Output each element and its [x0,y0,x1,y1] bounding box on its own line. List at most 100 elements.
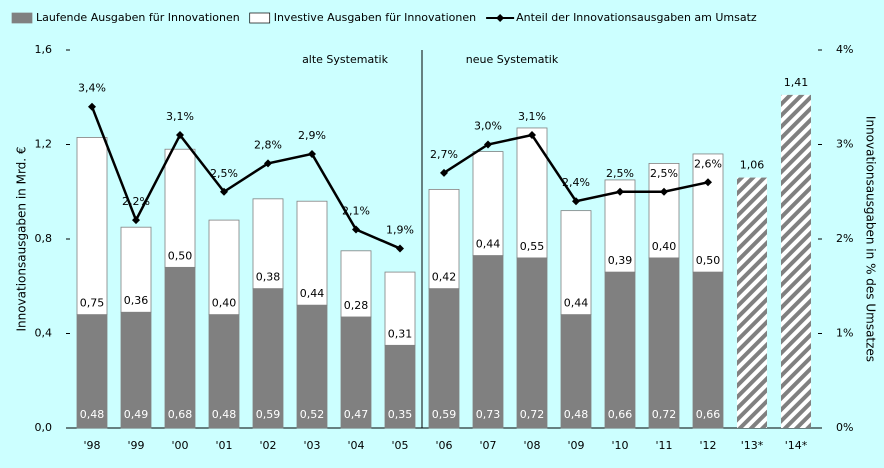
value-label: 0,52 [300,408,325,421]
value-label: 1,41 [784,76,809,89]
y2-tick-label: 0% [836,421,853,434]
x-tick-label: '03 [303,439,320,452]
bar [252,288,284,429]
x-tick-label: '11 [655,439,672,452]
value-label: 0,49 [124,408,149,421]
marker [220,187,228,196]
value-label: 0,59 [432,408,457,421]
value-label: 2,5% [650,167,678,180]
x-tick-label: '01 [215,439,232,452]
bar [516,127,548,259]
marker [132,216,140,225]
y2-tick-label: 4% [836,43,853,56]
value-label: 3,0% [474,120,502,133]
marker [572,197,580,206]
x-tick-label: '13* [741,439,764,452]
marker [88,102,96,111]
bar [296,304,328,429]
y-tick-label: 1,2 [35,138,53,151]
y-axis-label: Innovationsausgaben in Mrd. € [15,146,29,331]
bar [648,162,680,259]
bar [164,148,196,268]
bar [692,271,724,429]
value-label: 0,35 [388,408,413,421]
annotation: alte Systematik [302,53,389,66]
value-label: 2,6% [694,157,722,170]
legend-label: Investive Ausgaben für Innovationen [274,11,476,24]
value-label: 2,1% [342,205,370,218]
value-label: 0,36 [124,294,149,307]
x-tick-label: '00 [171,439,188,452]
bar [296,200,328,306]
x-tick-label: '04 [347,439,364,452]
annotation: neue Systematik [466,53,559,66]
bar [384,344,416,429]
bar [472,151,504,256]
marker [396,244,404,253]
value-label: 0,55 [520,240,545,253]
legend-swatch [496,14,505,22]
bar [252,198,284,290]
marker [704,178,712,187]
bar [737,177,767,428]
marker [484,140,492,149]
y-tick-label: 0,0 [35,421,53,434]
legend-label: Anteil der Innovationsausgaben am Umsatz [516,11,757,24]
y2-tick-label: 3% [836,138,853,151]
value-label: 0,40 [212,297,237,310]
marker [660,187,668,196]
value-label: 0,50 [168,249,193,262]
bar [340,250,372,318]
value-label: 0,50 [696,254,721,267]
marker [352,225,360,234]
bar [560,210,592,315]
value-label: 0,47 [344,408,369,421]
x-tick-label: '02 [259,439,276,452]
value-label: 2,9% [298,129,326,142]
x-tick-label: '14* [785,439,808,452]
marker [264,159,272,168]
value-label: 0,48 [564,408,589,421]
x-tick-label: '08 [523,439,540,452]
value-label: 0,44 [476,238,501,251]
value-label: 0,39 [608,254,633,267]
bar [560,314,592,429]
bar [120,311,152,429]
value-label: 0,42 [432,271,457,284]
value-label: 2,2% [122,195,150,208]
x-tick-label: '07 [479,439,496,452]
value-label: 2,4% [562,176,590,189]
value-label: 0,68 [168,408,193,421]
x-tick-label: '10 [611,439,628,452]
value-label: 0,48 [80,408,105,421]
value-label: 0,72 [520,408,545,421]
bar [428,288,460,429]
y-tick-label: 1,6 [35,43,53,56]
marker [440,168,448,177]
y-tick-label: 0,4 [35,327,53,340]
marker [616,187,624,196]
value-label: 0,75 [80,297,105,310]
bar [340,316,372,429]
value-label: 0,73 [476,408,501,421]
value-label: 3,1% [166,110,194,123]
value-label: 0,66 [696,408,721,421]
value-label: 0,31 [388,327,413,340]
legend-swatch [249,12,271,24]
value-label: 1,9% [386,223,414,236]
x-tick-label: '05 [391,439,408,452]
bar [648,257,680,429]
value-label: 0,44 [564,297,589,310]
bar [516,257,548,429]
value-label: 1,06 [740,159,765,172]
legend-label: Laufende Ausgaben für Innovationen [36,11,240,24]
bar [384,271,416,346]
value-label: 2,8% [254,138,282,151]
bar [208,219,240,316]
bar [208,314,240,429]
x-tick-label: '12 [699,439,716,452]
y-tick-label: 0,8 [35,232,53,245]
y2-tick-label: 2% [836,232,853,245]
